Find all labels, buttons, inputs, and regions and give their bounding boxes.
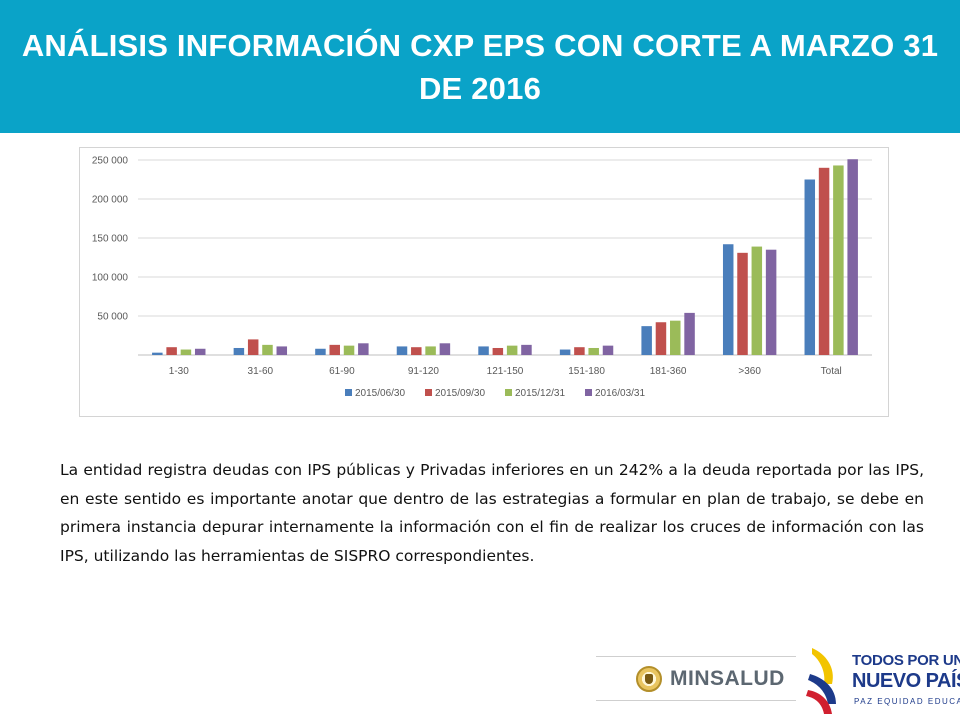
footer-divider [596, 656, 796, 657]
title-banner: ANÁLISIS INFORMACIÓN CXP EPS CON CORTE A… [0, 0, 960, 133]
legend-label: 2015/06/30 [355, 388, 405, 399]
bar [847, 159, 858, 355]
bar [344, 346, 355, 355]
bar [181, 350, 192, 355]
bar [234, 348, 245, 355]
logo-line-1: TODOS POR UN [852, 652, 960, 669]
logo-line-3: PAZ EQUIDAD EDUCACIÓN [854, 697, 960, 706]
bar [166, 347, 177, 355]
legend-swatch [585, 389, 592, 396]
x-tick-label: 151-180 [568, 366, 605, 377]
bar [560, 350, 571, 355]
bar [723, 244, 734, 355]
bar [440, 343, 451, 355]
x-tick-label: >360 [738, 366, 761, 377]
bar [603, 346, 614, 355]
bar [315, 349, 326, 355]
y-tick-label: 200 000 [92, 195, 129, 206]
bar [493, 348, 504, 355]
bar [656, 322, 667, 355]
legend-swatch [425, 389, 432, 396]
bar [425, 346, 436, 355]
x-tick-label: 31-60 [248, 366, 274, 377]
bar-chart: 50 000 100 000 150 000 200 000 250 000 1-30 31… [80, 148, 888, 416]
bar [574, 347, 585, 355]
x-tick-label: 61-90 [329, 366, 355, 377]
bar [670, 321, 681, 355]
bar [805, 180, 816, 356]
legend-swatch [505, 389, 512, 396]
logo-line-2: NUEVO PAÍS [852, 670, 960, 693]
bar [819, 168, 830, 355]
body-paragraph: La entidad registra deudas con IPS públi… [60, 456, 924, 570]
footer-divider-bottom [596, 700, 796, 701]
bar [684, 313, 695, 355]
x-tick-label: 1-30 [169, 366, 189, 377]
bar [262, 345, 273, 355]
todos-por-un-nuevo-pais-logo: TODOS POR UN NUEVO PAÍS PAZ EQUIDAD EDUC… [806, 644, 956, 716]
bar [766, 250, 777, 355]
bar [277, 346, 288, 355]
bar [411, 347, 422, 355]
y-tick-label: 250 000 [92, 156, 129, 167]
x-tick-label: 121-150 [487, 366, 524, 377]
minsalud-logo: MINSALUD [636, 664, 785, 694]
bar [358, 343, 369, 355]
bar [248, 339, 259, 355]
bar [752, 247, 763, 355]
bar [641, 326, 652, 355]
flag-swoosh-icon [806, 644, 852, 716]
legend-label: 2015/12/31 [515, 388, 565, 399]
bar [588, 348, 599, 355]
legend-swatch [345, 389, 352, 396]
bar [397, 346, 408, 355]
bar [195, 349, 206, 355]
legend-label: 2015/09/30 [435, 388, 485, 399]
coat-of-arms-icon [636, 666, 662, 692]
chart-frame: 50 000 100 000 150 000 200 000 250 000 1-30 31… [79, 147, 889, 417]
legend-label: 2016/03/31 [595, 388, 645, 399]
x-tick-label: Total [821, 366, 842, 377]
x-tick-label: 91-120 [408, 366, 440, 377]
y-tick-label: 100 000 [92, 273, 129, 284]
y-tick-label: 150 000 [92, 234, 129, 245]
bar [521, 345, 532, 355]
bar [833, 165, 844, 355]
y-tick-label: 50 000 [97, 312, 128, 323]
bar [478, 346, 489, 355]
bar [737, 253, 748, 355]
bar [152, 353, 163, 355]
bar [329, 345, 340, 355]
page-title: ANÁLISIS INFORMACIÓN CXP EPS CON CORTE A… [0, 24, 960, 110]
bar [507, 346, 518, 355]
x-tick-label: 181-360 [650, 366, 687, 377]
minsalud-label: MINSALUD [670, 667, 785, 691]
